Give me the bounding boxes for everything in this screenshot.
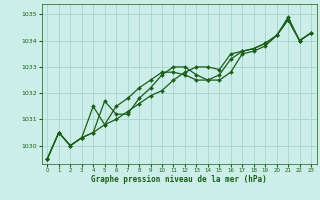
X-axis label: Graphe pression niveau de la mer (hPa): Graphe pression niveau de la mer (hPa) [91,175,267,184]
